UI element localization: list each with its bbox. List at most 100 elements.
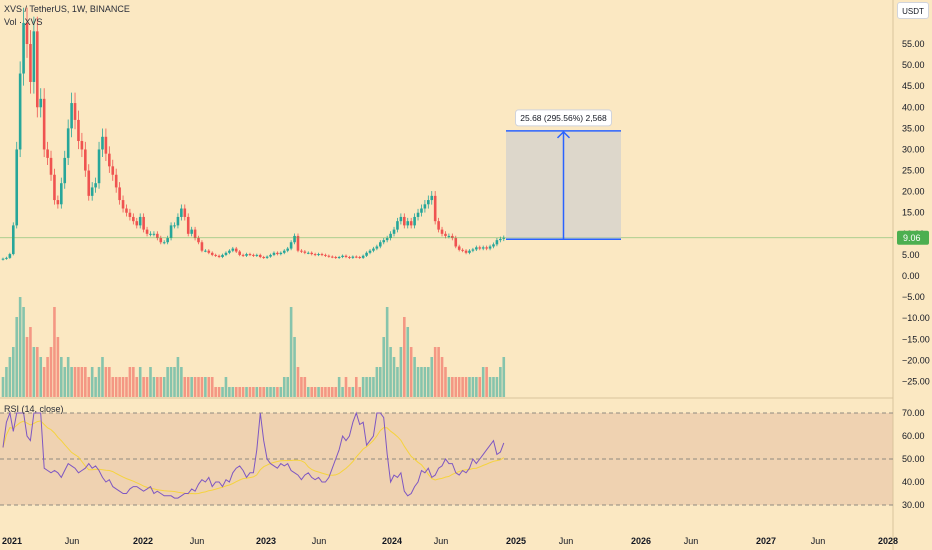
volume-bar xyxy=(403,317,406,397)
price-range-measure[interactable]: 25.68 (295.56%) 2,568 xyxy=(506,109,621,241)
volume-bar xyxy=(221,387,224,397)
volume-bar xyxy=(36,347,39,397)
time-tick: Jun xyxy=(559,536,574,546)
volume-bar xyxy=(327,387,331,397)
measure-arrow-head xyxy=(556,130,571,139)
volume-bar xyxy=(365,377,368,397)
volume-bar xyxy=(214,387,217,397)
candle-body xyxy=(77,119,80,142)
candle-body xyxy=(351,256,355,258)
candle-body xyxy=(361,255,365,258)
candle-body xyxy=(214,254,217,256)
volume-bar xyxy=(193,377,197,397)
candle-body xyxy=(372,248,375,251)
volume-bar xyxy=(169,367,173,397)
volume-bar xyxy=(258,387,262,397)
candle-body xyxy=(406,221,410,226)
candle-body xyxy=(430,195,434,201)
candle-body xyxy=(423,204,427,209)
candle-body xyxy=(468,250,471,253)
time-tick: Jun xyxy=(190,536,205,546)
volume-bar xyxy=(413,357,416,397)
price-tick: −20.00 xyxy=(902,355,930,365)
price-tick: 35.00 xyxy=(902,123,925,133)
volume-bar xyxy=(121,377,125,397)
volume-bar xyxy=(389,347,392,397)
candle-body xyxy=(84,149,87,171)
volume-bar xyxy=(8,357,12,397)
candle-body xyxy=(169,225,173,239)
candle-body xyxy=(300,250,303,252)
price-axis[interactable]: 55.00 50.00 45.00 40.00 35.00 30.00 25.00 20.00… xyxy=(897,39,930,386)
rsi-tick: 40.00 xyxy=(902,477,925,487)
time-axis[interactable]: 2021 Jun 2022 Jun 2023 Jun 2024 Jun 2025 Jun 2026 J… xyxy=(2,536,898,546)
volume-bar xyxy=(423,367,427,397)
candle-body xyxy=(365,252,368,256)
candle-body xyxy=(310,252,313,255)
volume-bar xyxy=(149,367,152,397)
volume-bar xyxy=(77,367,80,397)
volume-bar xyxy=(125,377,128,397)
volume-bar xyxy=(303,377,307,397)
volume-bar xyxy=(70,367,73,397)
volume-bar xyxy=(241,387,245,397)
volume-bar xyxy=(238,387,241,397)
volume-bar xyxy=(138,367,142,397)
candle-body xyxy=(183,208,187,217)
candle-body xyxy=(444,233,447,236)
volume-bar xyxy=(87,377,91,397)
volume-bar xyxy=(46,357,49,397)
candle-body xyxy=(18,73,22,150)
candle-body xyxy=(90,187,94,196)
volume-bar xyxy=(217,387,221,397)
time-tick: 2028 xyxy=(878,536,898,546)
time-tick: 2025 xyxy=(506,536,526,546)
volume-bar xyxy=(234,387,238,397)
candle-body xyxy=(306,252,310,254)
candle-body xyxy=(125,208,128,213)
candle-body xyxy=(420,208,423,213)
volume-bar xyxy=(409,347,413,397)
candle-body xyxy=(368,250,372,253)
volume-bar xyxy=(166,367,169,397)
rsi-axis: 70.00 60.00 50.00 40.00 30.00 xyxy=(902,408,925,510)
volume-bar xyxy=(84,367,87,397)
candle-body xyxy=(15,149,19,226)
volume-bar xyxy=(255,387,259,397)
volume-bar xyxy=(262,387,265,397)
candle-body xyxy=(241,254,245,256)
candle-body xyxy=(495,240,499,245)
volume-bar xyxy=(344,377,348,397)
currency-unit-button[interactable]: USDT xyxy=(897,2,929,19)
candle-body xyxy=(286,248,289,251)
candle-body xyxy=(433,195,437,222)
measure-label: 25.68 (295.56%) 2,568 xyxy=(520,113,607,123)
candle-body xyxy=(156,233,159,239)
volume-bar xyxy=(385,307,389,397)
candle-body xyxy=(276,252,279,255)
price-tick: 30.00 xyxy=(902,144,925,154)
candle-body xyxy=(464,250,468,253)
candle-body xyxy=(32,31,36,82)
volume-bar xyxy=(132,367,135,397)
volume-bar xyxy=(375,367,379,397)
volume-bar xyxy=(80,367,84,397)
volume-bar xyxy=(341,387,344,397)
price-tick: 50.00 xyxy=(902,60,925,70)
time-tick: Jun xyxy=(434,536,449,546)
volume-bar xyxy=(354,377,358,397)
volume-bar xyxy=(60,357,63,397)
volume-label: Vol · XVS xyxy=(4,17,43,27)
price-tick: −5.00 xyxy=(902,292,925,302)
candle-body xyxy=(22,22,25,74)
volume-bar xyxy=(200,377,204,397)
price-tick: 25.00 xyxy=(902,166,925,176)
time-tick: 2023 xyxy=(256,536,276,546)
price-candles xyxy=(0,7,893,261)
candle-body xyxy=(272,252,276,255)
volume-bar xyxy=(5,367,8,397)
candle-body xyxy=(60,183,63,205)
volume-bar xyxy=(406,327,410,397)
volume-bar xyxy=(399,347,403,397)
